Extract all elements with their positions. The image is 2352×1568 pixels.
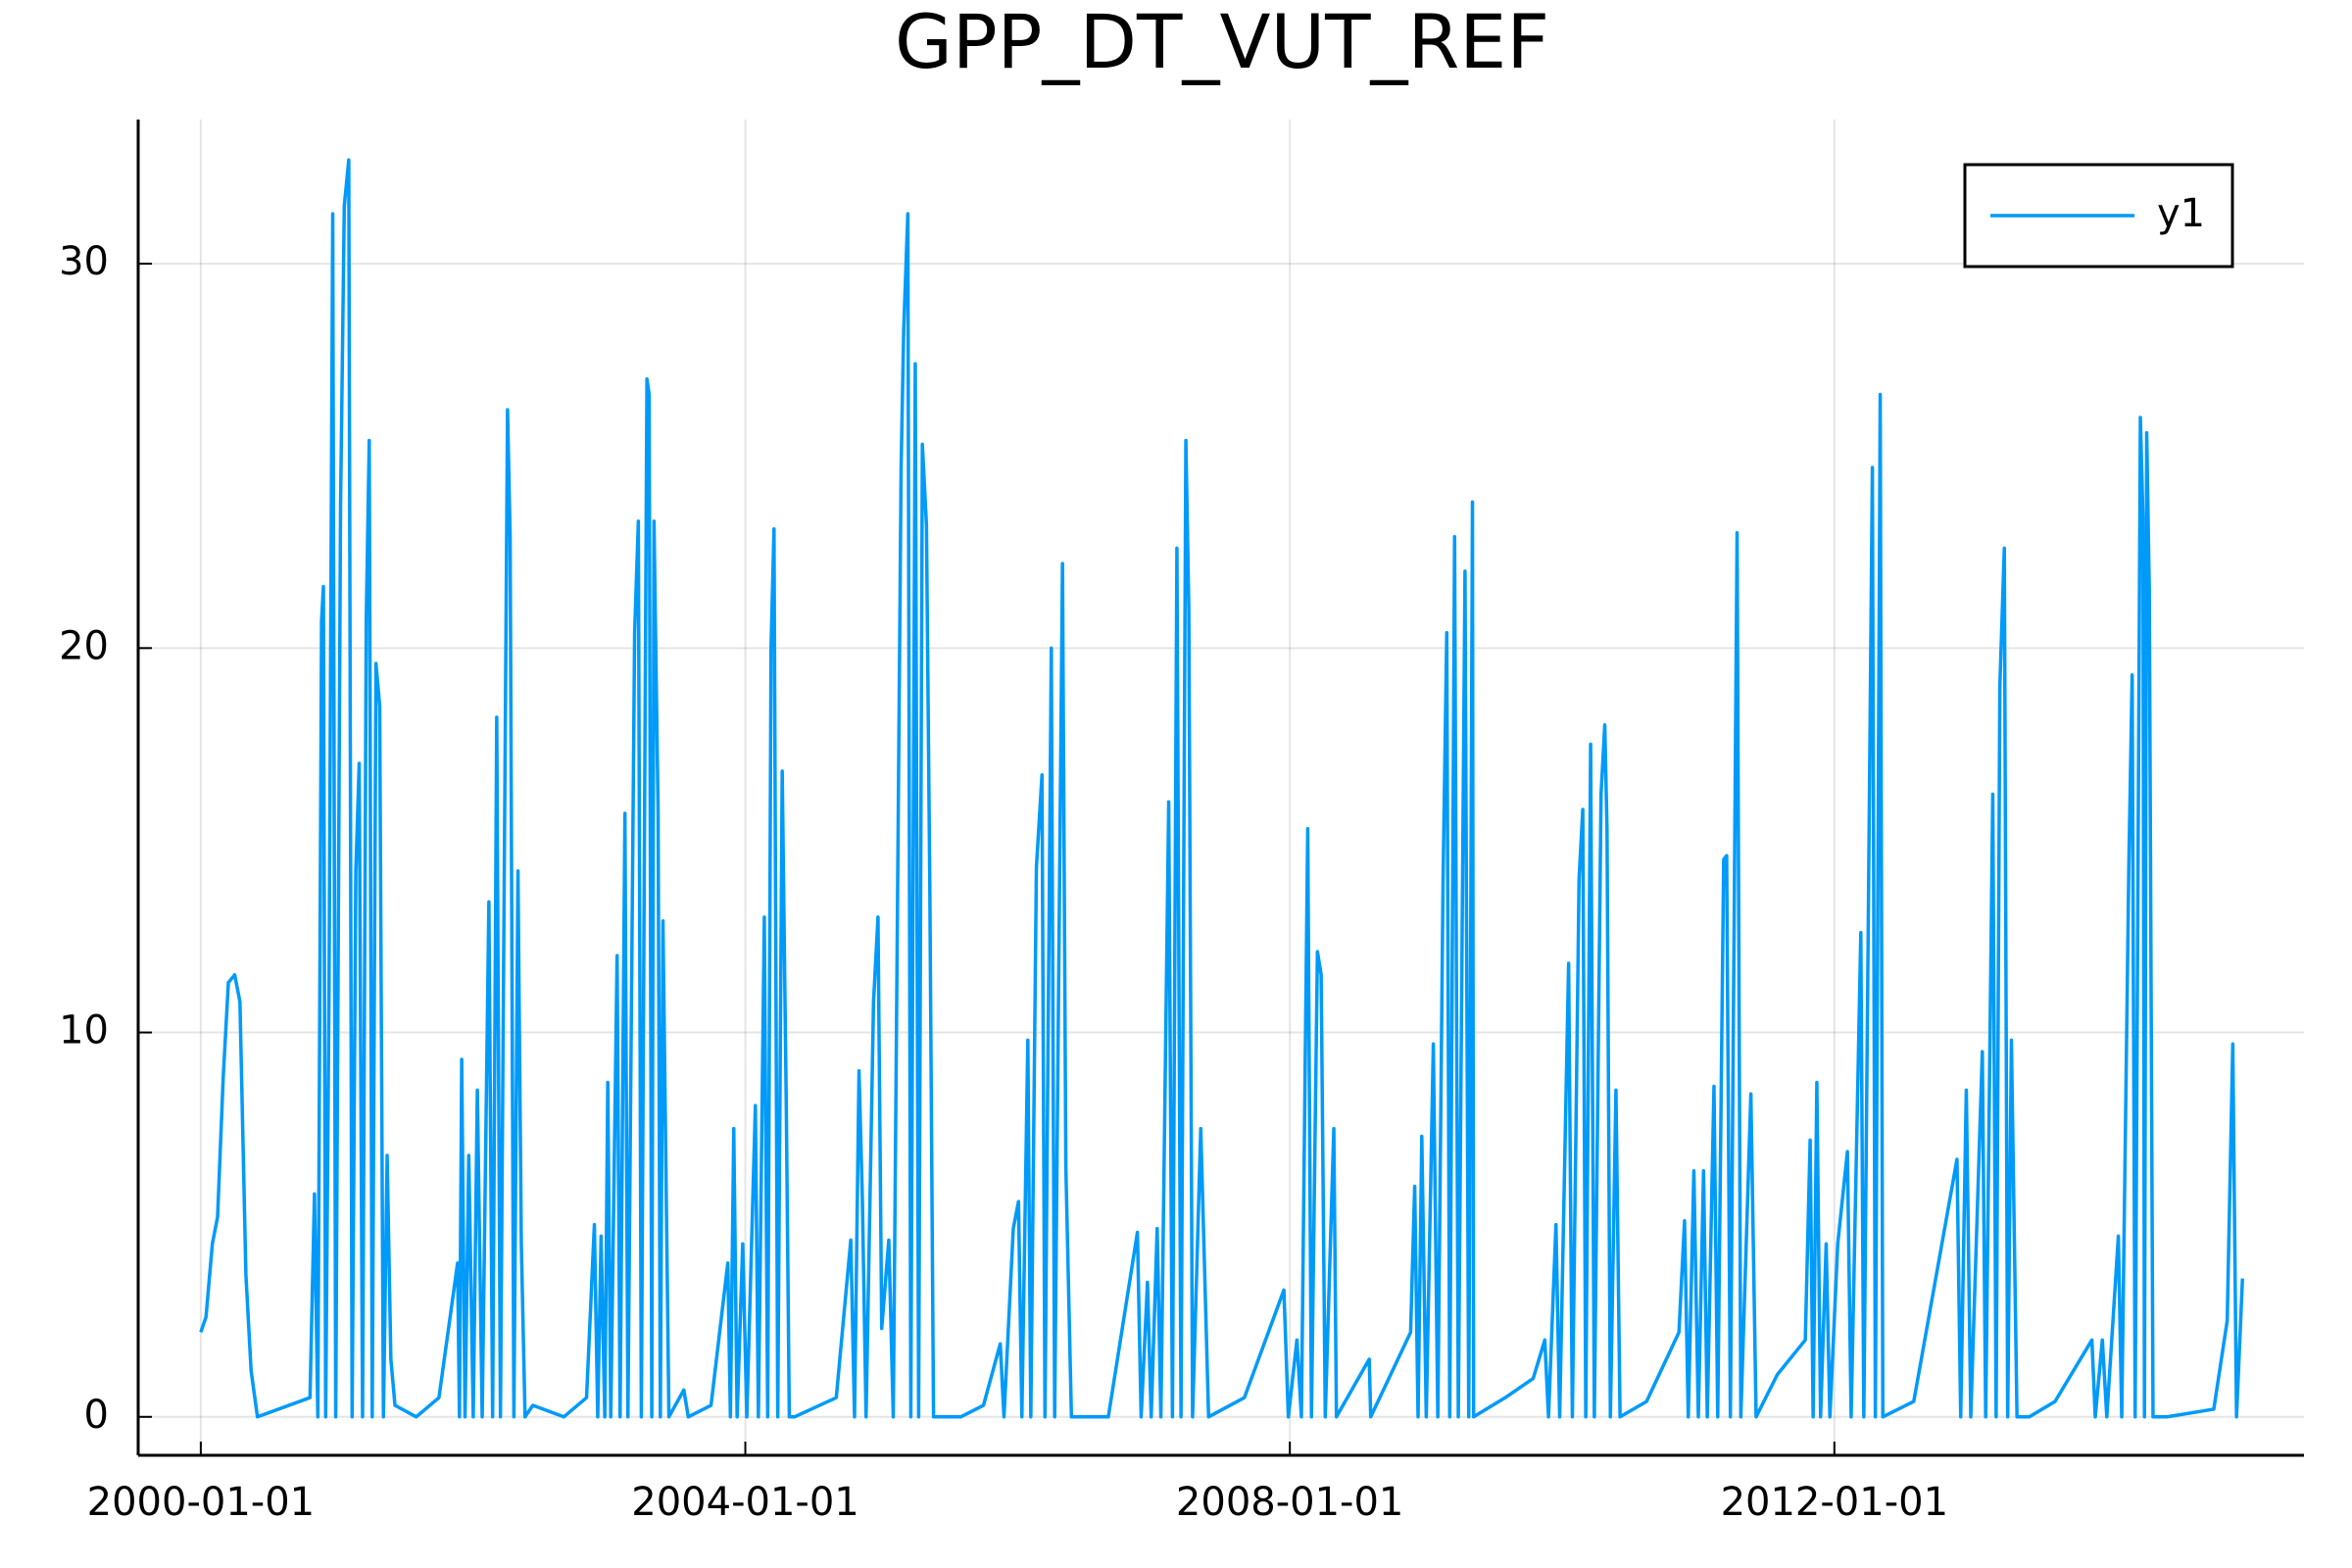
x-tick-label: 2000-01-01 bbox=[87, 1480, 315, 1525]
chart-title: GPP_DT_VUT_REF bbox=[895, 0, 1549, 85]
y-tick-label: 30 bbox=[59, 239, 109, 284]
x-tick-label: 2012-01-01 bbox=[1721, 1480, 1948, 1525]
y-tick-label: 0 bbox=[84, 1393, 109, 1438]
data-line bbox=[199, 158, 2244, 1419]
legend-label: y1 bbox=[2157, 191, 2205, 236]
y-tick-label: 10 bbox=[59, 1008, 109, 1054]
y-tick-label: 20 bbox=[59, 623, 109, 668]
x-tick-label: 2008-01-01 bbox=[1176, 1480, 1403, 1525]
x-tick-label: 2004-01-01 bbox=[631, 1480, 858, 1525]
